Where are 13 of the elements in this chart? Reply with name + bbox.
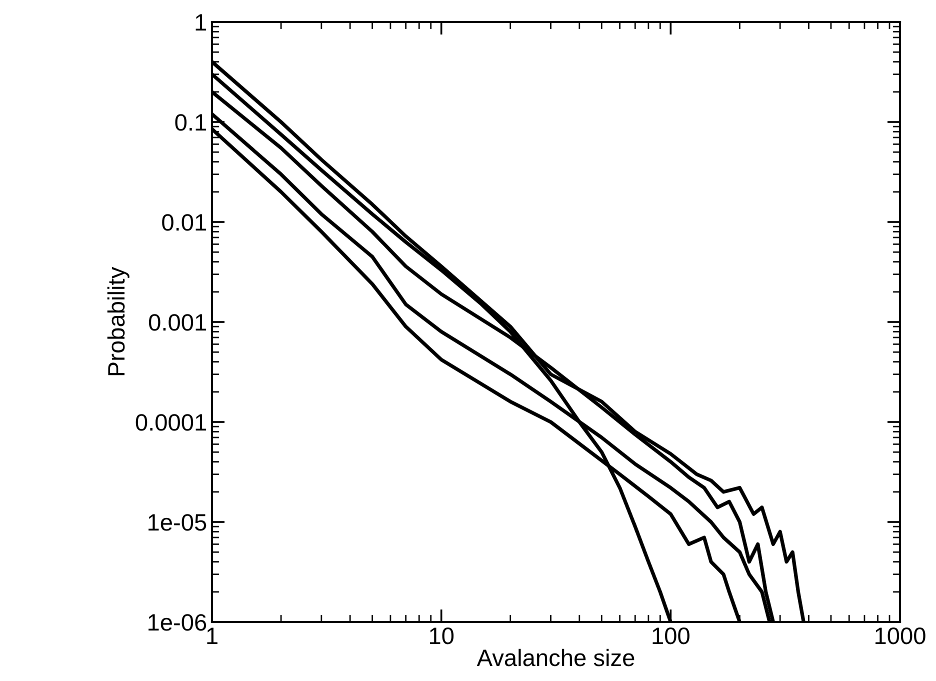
y-tick-label: 0.001: [148, 314, 206, 331]
y-axis-title: Probability: [107, 266, 130, 376]
x-tick-label: 100: [652, 627, 690, 644]
x-tick-label: 1: [207, 628, 218, 644]
y-tick-label: 0.0001: [136, 414, 206, 431]
y-tick-label: 1e-06: [148, 614, 206, 631]
y-tick-label: 1: [196, 14, 206, 31]
y-tick-label: 1e-05: [148, 514, 206, 531]
x-axis-title: Avalanche size: [476, 648, 634, 666]
y-tick-label: 0.1: [175, 114, 206, 131]
x-tick-label: 1000: [876, 627, 926, 644]
y-tick-label: 0.01: [162, 214, 206, 231]
x-tick-label: 10: [430, 627, 454, 644]
